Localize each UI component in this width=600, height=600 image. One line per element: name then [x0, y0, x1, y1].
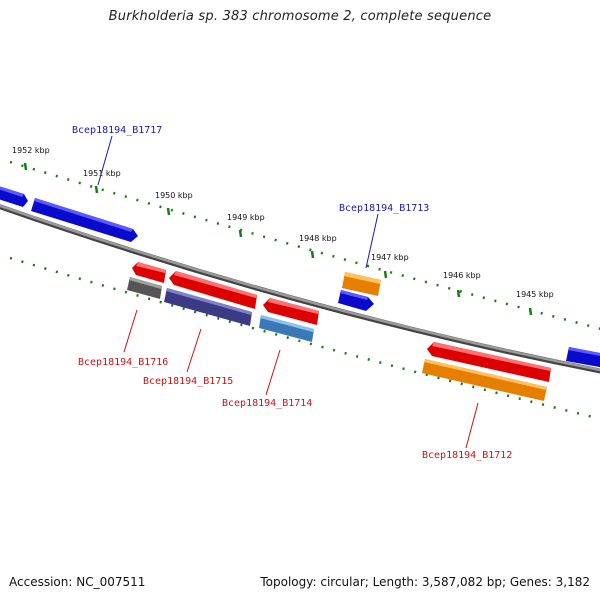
scale-track-outer — [9, 160, 600, 330]
gene-b1713[interactable] — [342, 272, 381, 296]
scale-label-1945: 1945 kbp — [516, 290, 554, 299]
gene-label-b1712[interactable]: Bcep18194_B1712 — [422, 450, 512, 461]
gene-b1716-grey[interactable] — [127, 277, 162, 299]
gene-b1716[interactable] — [132, 262, 166, 283]
accession-text: Accession: NC_007511 — [9, 575, 146, 589]
topology-summary: Topology: circular; Length: 3,587,082 bp… — [260, 575, 590, 589]
gene-label-b1715[interactable]: Bcep18194_B1715 — [143, 376, 233, 387]
chromosome-backbone-highlight — [0, 204, 600, 372]
gene-b1715[interactable] — [164, 288, 252, 326]
gene-label-b1713[interactable]: Bcep18194_B1713 — [339, 203, 429, 214]
gene-blue-right-edge[interactable] — [566, 347, 600, 368]
gene-label-b1716[interactable]: Bcep18194_B1716 — [78, 357, 168, 368]
gene-blue-b1713-adjacent[interactable] — [338, 290, 374, 311]
gene-b1714[interactable] — [259, 315, 314, 342]
scale-label-1948: 1948 kbp — [299, 234, 337, 243]
chromosome-backbone — [0, 204, 600, 374]
gene-label-b1714[interactable]: Bcep18194_B1714 — [222, 398, 312, 409]
gene-b1712-red[interactable] — [427, 342, 551, 382]
scale-label-1947: 1947 kbp — [371, 253, 409, 262]
gene-label-b1717[interactable]: Bcep18194_B1717 — [72, 125, 162, 136]
leader-b1717 — [97, 135, 113, 186]
gene-blue-left-edge[interactable] — [0, 185, 28, 207]
major-ticks — [23, 162, 533, 316]
leader-b1716 — [123, 309, 138, 353]
map-title: Burkholderia sp. 383 chromosome 2, compl… — [108, 9, 492, 24]
gene-b1712[interactable] — [422, 359, 547, 401]
gene-b1715-red[interactable] — [169, 271, 257, 309]
leader-b1715 — [186, 328, 202, 373]
scale-label-1946: 1946 kbp — [443, 271, 481, 280]
leader-b1712 — [465, 402, 479, 449]
gene-b1714-red[interactable] — [263, 298, 319, 325]
scale-label-1950: 1950 kbp — [155, 191, 193, 200]
scale-label-1952: 1952 kbp — [12, 146, 50, 155]
scale-label-1949: 1949 kbp — [227, 213, 265, 222]
leader-b1714 — [265, 349, 281, 396]
scale-label-1951: 1951 kbp — [83, 169, 121, 178]
scale-track-inner — [9, 256, 600, 421]
leader-b1713 — [365, 213, 379, 269]
gene-b1717[interactable] — [31, 198, 138, 242]
